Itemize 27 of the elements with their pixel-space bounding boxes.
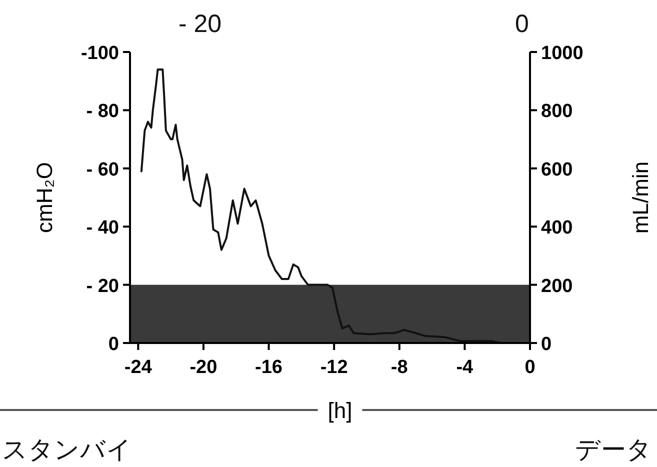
x-axis-title: [h] bbox=[328, 398, 352, 423]
y-tick-label: - 80 bbox=[86, 101, 119, 122]
y2-tick-label: 1000 bbox=[541, 43, 584, 64]
text: スタンバイ bbox=[2, 436, 132, 464]
y2-tick-label: 400 bbox=[541, 218, 573, 239]
line-series bbox=[140, 68, 502, 344]
text: - 20 bbox=[178, 10, 222, 38]
y-tick-label: - 40 bbox=[86, 218, 119, 239]
y-tick-label: - 60 bbox=[86, 159, 119, 180]
y-tick-label: -100 bbox=[80, 43, 119, 64]
y2-tick-label: 0 bbox=[541, 334, 552, 355]
x-tick-label: -4 bbox=[456, 357, 474, 378]
x-tick-label: -12 bbox=[320, 357, 348, 378]
text: 0 bbox=[515, 10, 529, 38]
y2-tick-label: 600 bbox=[541, 159, 573, 180]
x-tick-label: -20 bbox=[190, 357, 218, 378]
y-tick-label: - 20 bbox=[86, 276, 119, 297]
y-axis-title: cmH₂O bbox=[32, 162, 57, 233]
y2-tick-label: 200 bbox=[541, 276, 573, 297]
text: データ bbox=[575, 436, 652, 464]
y2-tick-label: 800 bbox=[541, 101, 573, 122]
x-tick-label: -16 bbox=[255, 357, 283, 378]
y-tick-label: 0 bbox=[108, 334, 119, 355]
y2-axis-title: mL/min bbox=[628, 161, 653, 234]
x-tick-label: -24 bbox=[124, 357, 152, 378]
x-tick-label: 0 bbox=[524, 357, 536, 378]
x-tick-label: -8 bbox=[390, 357, 408, 378]
